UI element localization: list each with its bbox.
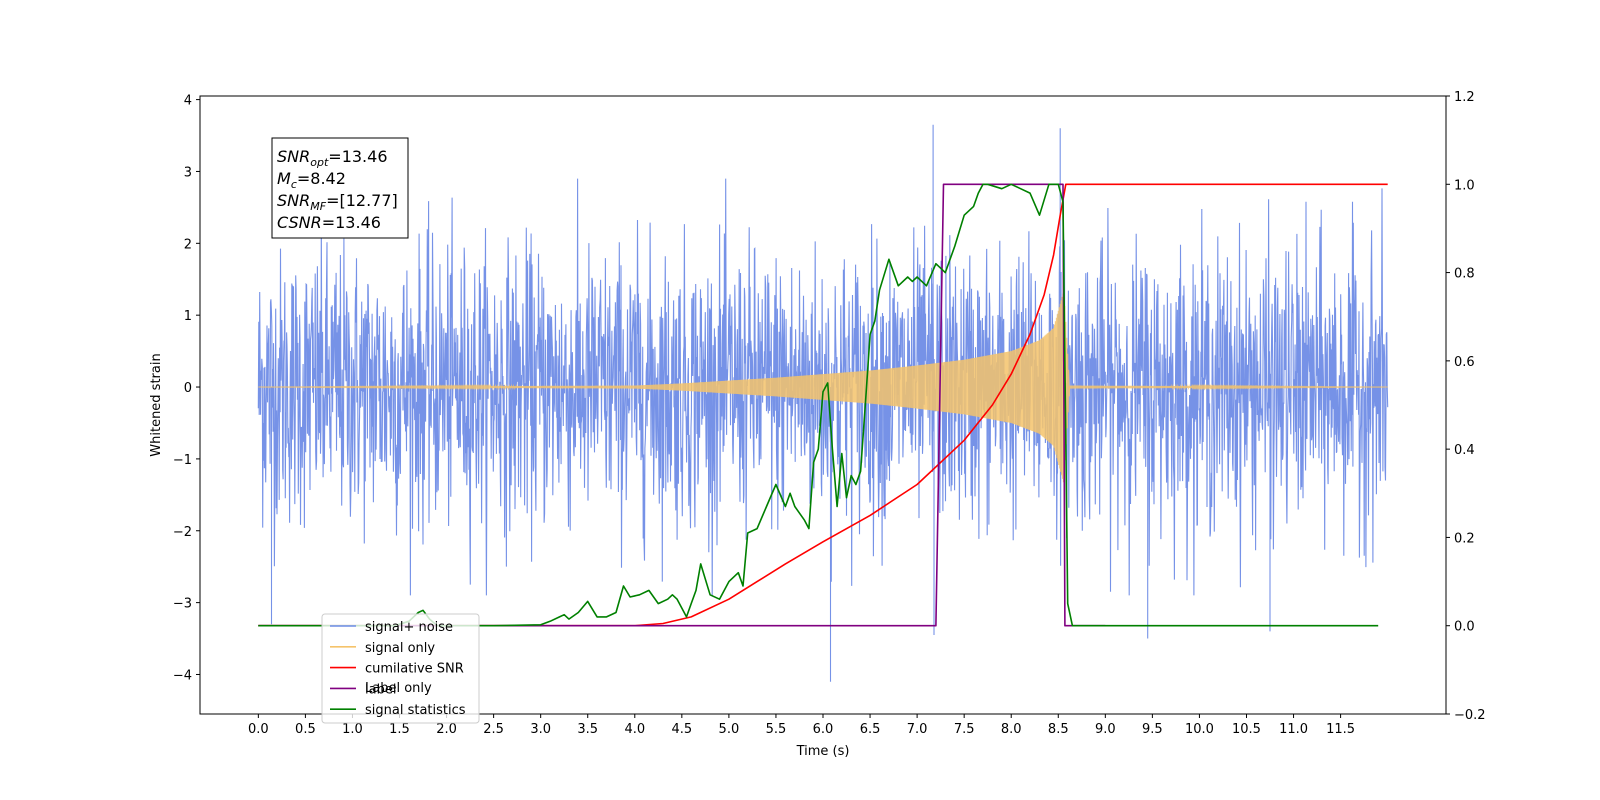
annotation-line: Mc=8.42 (277, 169, 346, 191)
y2-tick-label: 0.6 (1454, 355, 1475, 370)
y2-tick-label: 0.8 (1454, 267, 1475, 282)
y-tick-label: 3 (184, 165, 192, 180)
y-tick-label: 2 (184, 237, 192, 252)
x-axis-ticks: 0.0 0.5 1.0 1.5 2.0 2.5 3.0 3.5 4.0 4.5 5.0 5.5 6.0 6… (248, 714, 1355, 737)
annotation-frame (271, 137, 409, 239)
legend-label: cumilative SNR (365, 662, 464, 677)
y2-tick-label: 1.0 (1454, 178, 1475, 193)
x-tick-label: 3.5 (577, 722, 598, 737)
x-tick-label: 4.0 (624, 722, 645, 737)
x-axis-label: Time (s) (796, 744, 850, 759)
y-tick-label: −3 (173, 597, 192, 612)
x-tick-label: 1.0 (342, 722, 363, 737)
x-tick-label: 2.5 (483, 722, 504, 737)
y-tick-label: −1 (173, 453, 192, 468)
x-tick-label: 9.0 (1095, 722, 1116, 737)
series-layer (257, 124, 1389, 682)
y2-tick-label: 1.2 (1454, 90, 1475, 105)
legend-label: signal statistics (365, 703, 466, 718)
legend-hidden-text: Label only (365, 681, 432, 696)
legend-label: label (365, 682, 396, 697)
annotation-line: SNRopt=13.46 (277, 147, 388, 169)
series-signal-statistics (258, 183, 1379, 627)
plot-area (257, 124, 1389, 682)
y-tick-label: 0 (184, 381, 192, 396)
legend-label: signal only (365, 641, 435, 656)
annotation-line: CSNR=13.46 (277, 213, 381, 232)
x-tick-label: 8.5 (1048, 722, 1069, 737)
y-tick-label: −2 (173, 525, 192, 540)
y2-tick-label: −0.2 (1454, 708, 1486, 723)
x-tick-label: 9.5 (1142, 722, 1163, 737)
x-tick-label: 5.5 (766, 722, 787, 737)
x-tick-label: 11.5 (1326, 722, 1355, 737)
x-tick-label: 6.0 (813, 722, 834, 737)
y2-tick-label: 0.0 (1454, 620, 1475, 635)
x-tick-label: 10.5 (1232, 722, 1261, 737)
x-tick-label: 3.0 (530, 722, 551, 737)
legend: Label only signal+ noise signal only cumila… (321, 613, 480, 724)
legend-label: signal+ noise (365, 620, 453, 635)
x-tick-label: 0.0 (248, 722, 269, 737)
x-tick-label: 1.5 (389, 722, 410, 737)
annotation-box: SNRopt=13.46Mc=8.42SNRMF=[12.77]CSNR=13.… (271, 137, 409, 239)
y-tick-label: 4 (184, 94, 192, 109)
annotation-line: SNRMF=[12.77] (277, 191, 398, 213)
y2-tick-label: 0.2 (1454, 531, 1475, 546)
x-tick-label: 8.0 (1001, 722, 1022, 737)
x-tick-label: 4.5 (671, 722, 692, 737)
x-tick-label: 7.5 (954, 722, 975, 737)
y-axis-ticks: −4 −3 −2 −1 0 1 2 3 4 (173, 94, 200, 683)
x-tick-label: 2.0 (436, 722, 457, 737)
x-tick-label: 6.5 (860, 722, 881, 737)
y-tick-label: −4 (173, 668, 192, 683)
y2-tick-label: 0.4 (1454, 443, 1475, 458)
series-cumulative-snr (258, 183, 1388, 627)
y2-axis-ticks: −0.2 0.0 0.2 0.4 0.6 0.8 1.0 1.2 (1446, 90, 1486, 723)
y-tick-label: 1 (184, 309, 192, 324)
x-tick-label: 7.0 (907, 722, 928, 737)
y-axis-label: Whitened strain (149, 353, 164, 456)
x-tick-label: 11.0 (1279, 722, 1308, 737)
x-tick-label: 0.5 (295, 722, 316, 737)
series-signal-only (258, 289, 1388, 483)
legend-frame (321, 613, 480, 724)
x-tick-label: 5.0 (719, 722, 740, 737)
x-tick-label: 10.0 (1185, 722, 1214, 737)
